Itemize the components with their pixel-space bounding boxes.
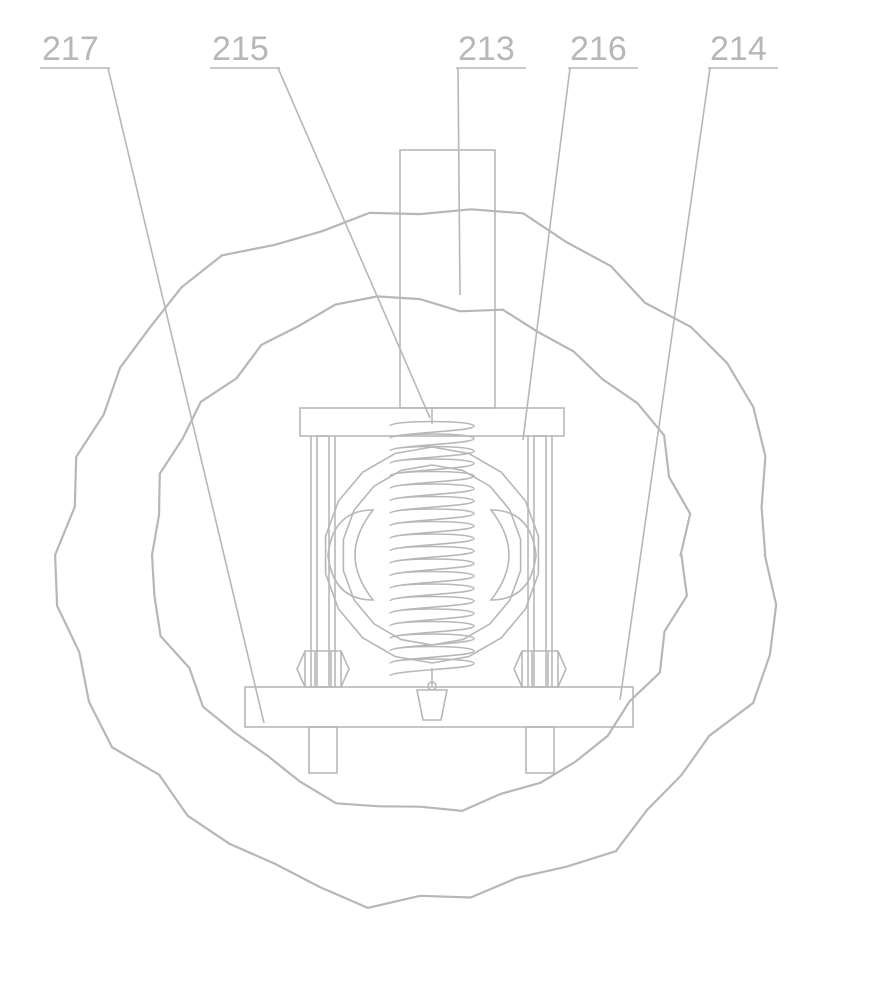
bottom-plate bbox=[245, 687, 633, 727]
wheel-lobe-right bbox=[491, 510, 536, 600]
callout-label: 215 bbox=[212, 30, 269, 68]
spring bbox=[390, 422, 474, 677]
callout-label: 216 bbox=[570, 30, 627, 68]
left-bolt-tail bbox=[309, 727, 337, 773]
wheel-outer bbox=[326, 447, 539, 663]
leader-line bbox=[523, 68, 570, 440]
leader-line bbox=[620, 68, 710, 700]
left-bolt-shaft bbox=[317, 436, 329, 687]
leader-line bbox=[108, 68, 264, 723]
right-bolt-tail bbox=[526, 727, 554, 773]
leader-line bbox=[458, 68, 460, 295]
callout-label: 214 bbox=[710, 30, 767, 68]
spring-anchor bbox=[417, 690, 447, 720]
inner-ring bbox=[152, 296, 690, 811]
callout-label: 217 bbox=[42, 30, 99, 68]
wheel-inner bbox=[343, 465, 520, 645]
shaft bbox=[400, 150, 495, 408]
callout-label: 213 bbox=[458, 30, 515, 68]
leader-line bbox=[278, 68, 430, 418]
